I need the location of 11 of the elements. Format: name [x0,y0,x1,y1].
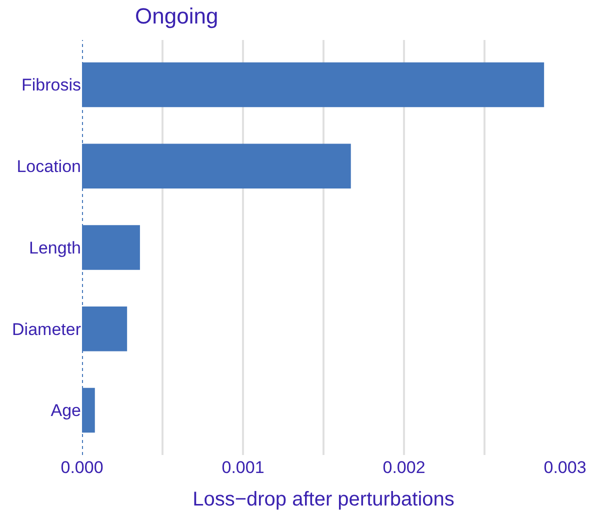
x-tick-label: 0.003 [544,458,586,477]
y-tick-label: Fibrosis [21,76,81,95]
y-tick-label: Diameter [12,320,82,339]
x-axis-title: Loss−drop after perturbations [192,488,454,510]
x-tick-label: 0.000 [60,458,104,477]
y-tick-label: Age [50,401,81,420]
chart-title: Ongoing [135,3,218,28]
y-tick-label: Location [16,157,81,176]
x-tick-label: 0.002 [382,458,426,477]
y-tick-label: Length [29,238,81,258]
x-tick-label: 0.001 [222,458,264,477]
